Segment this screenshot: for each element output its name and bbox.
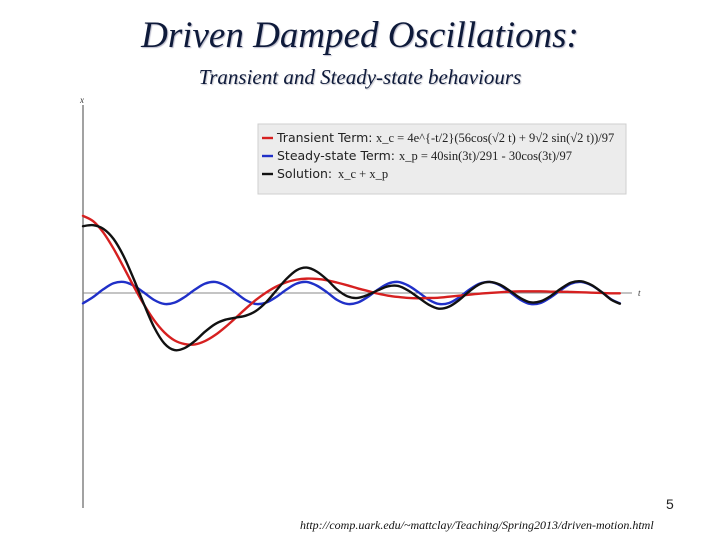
legend-box — [257, 123, 627, 195]
page-number: 5 — [666, 496, 674, 512]
steady-state-term-legend-formula: x_p = 40sin(3t)/291 - 30cos(3t)/97 — [399, 149, 572, 163]
transient-term-series-line — [81, 214, 622, 346]
transient-term-legend-formula: x_c = 4e^{-t/2}(56cos(√2 t) + 9√2 sin(√2… — [376, 131, 614, 145]
steady-state-term-legend-label: Steady-state Term: — [277, 148, 395, 163]
x-axis-label: t — [638, 288, 641, 298]
transient-term-legend-label: Transient Term: — [276, 130, 373, 145]
slide-title: Driven Damped Oscillations: — [141, 15, 579, 56]
solution-series-line — [81, 223, 622, 352]
solution-legend-formula: x_c + x_p — [338, 167, 388, 181]
slide-subtitle: Transient and Steady-state behaviours — [198, 65, 522, 89]
chart-axes: xt — [79, 95, 641, 508]
y-axis-label: x — [79, 95, 84, 105]
steady-state-term-series-line — [81, 280, 622, 306]
chart-legend: Transient Term: x_c = 4e^{-t/2}(56cos(√2 … — [257, 123, 627, 195]
solution-legend-label: Solution: — [277, 166, 332, 181]
source-url: http://comp.uark.edu/~mattclay/Teaching/… — [300, 518, 654, 532]
chart-series — [81, 214, 622, 352]
